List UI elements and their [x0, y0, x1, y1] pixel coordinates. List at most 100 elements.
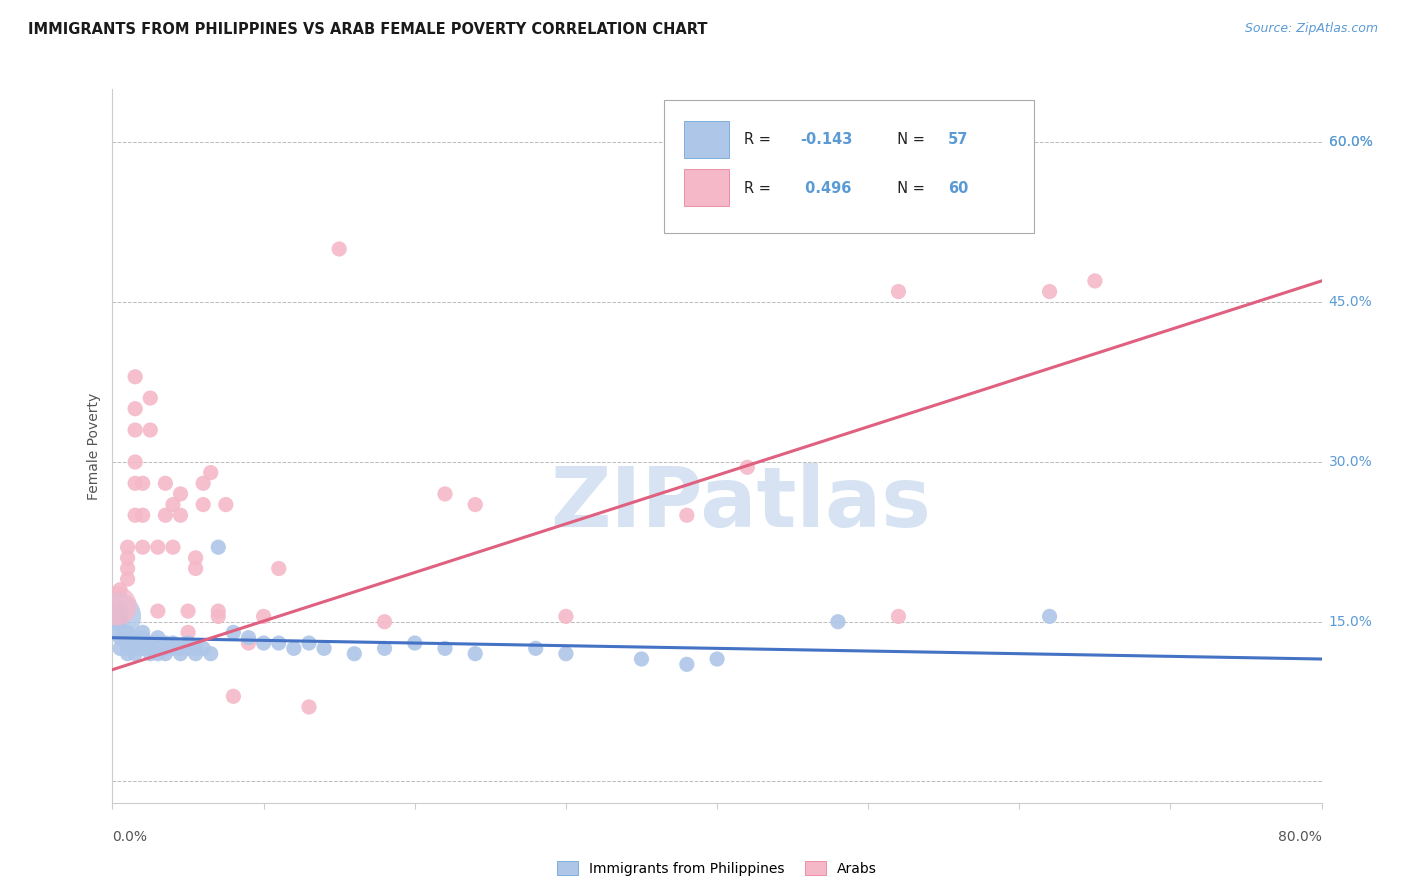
Y-axis label: Female Poverty: Female Poverty	[87, 392, 101, 500]
Point	[155, 647, 177, 661]
Text: Source: ZipAtlas.com: Source: ZipAtlas.com	[1244, 22, 1378, 36]
Point	[117, 636, 139, 650]
Point	[222, 625, 245, 640]
Point	[117, 540, 139, 554]
Point	[124, 641, 146, 656]
Point	[105, 599, 128, 613]
Text: 60.0%: 60.0%	[1329, 136, 1372, 150]
Point	[146, 631, 169, 645]
Text: 80.0%: 80.0%	[1278, 830, 1322, 844]
Point	[124, 647, 146, 661]
Point	[184, 641, 207, 656]
Point	[139, 391, 162, 405]
Text: -0.143: -0.143	[800, 132, 852, 147]
Text: N =: N =	[887, 132, 929, 147]
Point	[139, 641, 162, 656]
Point	[124, 476, 146, 491]
FancyBboxPatch shape	[664, 100, 1035, 233]
Text: R =: R =	[744, 181, 776, 195]
Point	[554, 647, 576, 661]
Point	[132, 641, 155, 656]
Point	[191, 641, 214, 656]
FancyBboxPatch shape	[683, 169, 730, 206]
Point	[554, 609, 576, 624]
Point	[207, 540, 229, 554]
Point	[108, 631, 131, 645]
Point	[253, 636, 276, 650]
Point	[374, 615, 396, 629]
Point	[132, 508, 155, 523]
Point	[177, 636, 200, 650]
Point	[314, 641, 336, 656]
Point	[374, 641, 396, 656]
Point	[108, 609, 131, 624]
Point	[146, 647, 169, 661]
Point	[1038, 609, 1062, 624]
Point	[675, 657, 697, 672]
Point	[162, 636, 184, 650]
Point	[117, 647, 139, 661]
Point	[184, 561, 207, 575]
Point	[108, 609, 131, 624]
Point	[124, 631, 146, 645]
Point	[200, 466, 222, 480]
Point	[146, 636, 169, 650]
Point	[169, 647, 191, 661]
Point	[184, 550, 207, 565]
Point	[464, 647, 486, 661]
Point	[238, 636, 260, 650]
Point	[177, 625, 200, 640]
Point	[1084, 274, 1107, 288]
Point	[155, 508, 177, 523]
Point	[267, 636, 290, 650]
Point	[177, 641, 200, 656]
Point	[117, 550, 139, 565]
Point	[222, 690, 245, 704]
Text: 15.0%: 15.0%	[1329, 615, 1372, 629]
Point	[433, 641, 456, 656]
Point	[200, 647, 222, 661]
Point	[162, 641, 184, 656]
Point	[132, 636, 155, 650]
Point	[630, 652, 652, 666]
Point	[146, 604, 169, 618]
Point	[184, 647, 207, 661]
Point	[207, 609, 229, 624]
Text: IMMIGRANTS FROM PHILIPPINES VS ARAB FEMALE POVERTY CORRELATION CHART: IMMIGRANTS FROM PHILIPPINES VS ARAB FEMA…	[28, 22, 707, 37]
Point	[162, 498, 184, 512]
Point	[117, 625, 139, 640]
Point	[191, 498, 214, 512]
Point	[162, 540, 184, 554]
Text: 0.496: 0.496	[800, 181, 852, 195]
Point	[267, 561, 290, 575]
Point	[298, 636, 321, 650]
Point	[124, 423, 146, 437]
Point	[132, 631, 155, 645]
Point	[675, 508, 697, 523]
Point	[433, 487, 456, 501]
Text: R =: R =	[744, 132, 776, 147]
Point	[132, 476, 155, 491]
Point	[155, 641, 177, 656]
Text: 60.0%: 60.0%	[1329, 136, 1372, 150]
Point	[191, 476, 214, 491]
Point	[215, 498, 238, 512]
Point	[117, 561, 139, 575]
Point	[283, 641, 305, 656]
Text: 60: 60	[948, 181, 969, 195]
Text: 57: 57	[948, 132, 969, 147]
Point	[124, 401, 146, 416]
Text: 45.0%: 45.0%	[1329, 295, 1372, 310]
Point	[524, 641, 547, 656]
Point	[139, 423, 162, 437]
Point	[124, 369, 146, 384]
Point	[328, 242, 350, 256]
Point	[155, 476, 177, 491]
Point	[827, 615, 849, 629]
Legend: Immigrants from Philippines, Arabs: Immigrants from Philippines, Arabs	[551, 855, 883, 881]
Point	[124, 455, 146, 469]
Text: 0.0%: 0.0%	[112, 830, 148, 844]
Point	[177, 604, 200, 618]
Point	[132, 625, 155, 640]
Point	[238, 631, 260, 645]
